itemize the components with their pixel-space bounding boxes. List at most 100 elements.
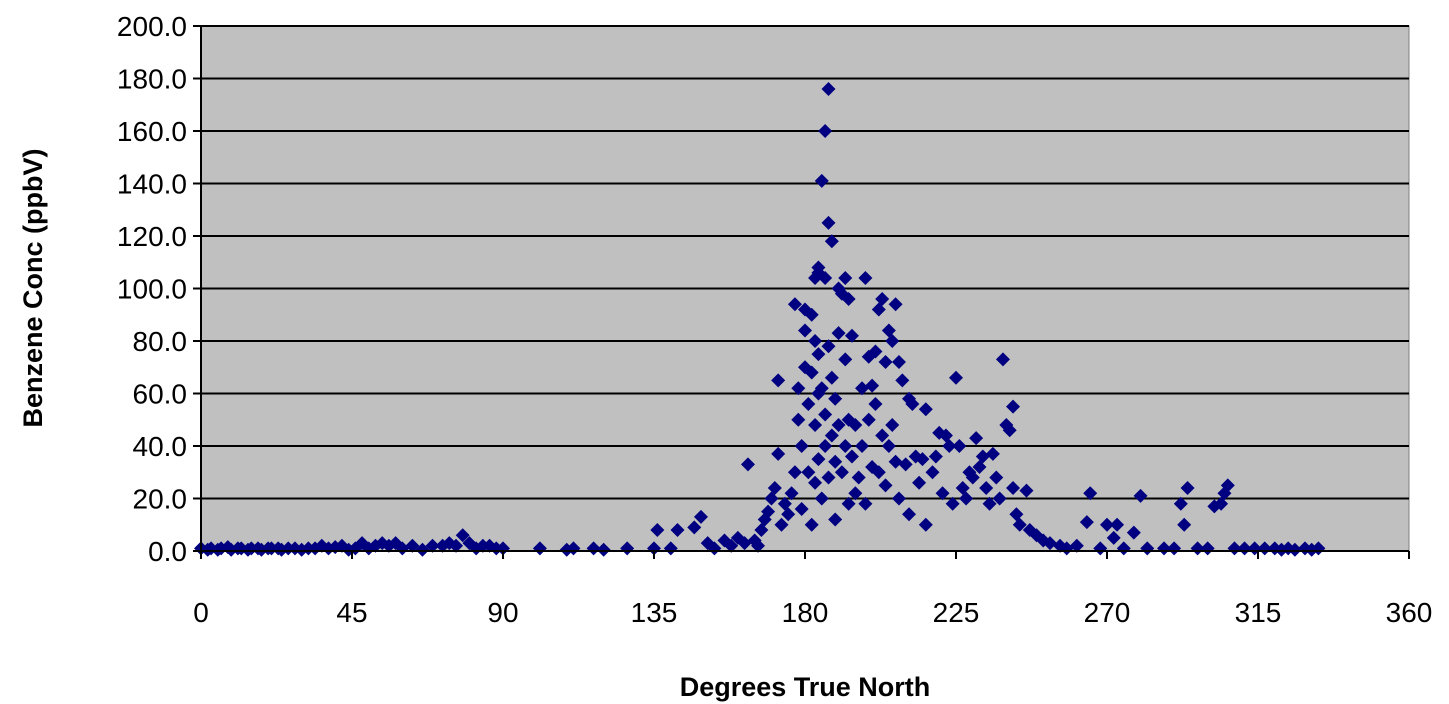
data-point [848,486,863,501]
data-point [801,465,816,480]
data-point [818,407,833,422]
data-point [855,381,870,396]
data-point [824,428,839,443]
data-point [902,507,917,522]
y-ticks: 0.0 20.0 40.0 60.0 80.0 100.0 120.0 140.0 160.0 1… [117,11,201,567]
data-point [808,475,823,490]
data-point [415,542,430,557]
data-point [754,523,769,537]
data-point [798,323,812,338]
data-point [791,381,806,396]
data-point [774,517,789,532]
x-tick-label-6: 270 [1084,597,1131,628]
data-point [995,352,1010,367]
data-point [1106,530,1121,545]
data-point [848,418,863,432]
data-point [1177,517,1192,532]
data-point [888,297,903,312]
x-tick-label-2: 90 [487,597,518,628]
data-point [858,271,873,285]
data-point [761,504,776,519]
data-point [771,373,786,388]
data-point [838,271,853,285]
data-point [818,271,833,285]
data-point [989,470,1004,485]
data-point [851,470,866,485]
data-point [1079,515,1094,530]
data-point [751,538,766,553]
data-point [942,439,957,453]
data-point [821,215,836,230]
data-point [888,454,903,469]
data-point [687,520,702,535]
data-point [1287,542,1302,557]
data-point [928,449,943,464]
data-point [1083,486,1098,501]
data-point [777,496,792,511]
data-point [918,402,933,417]
y-tick-label-7: 140.0 [117,169,187,200]
y-tick-label-2: 40.0 [133,431,188,462]
data-point [1069,538,1084,553]
data-point [814,173,829,188]
data-point [834,465,849,480]
data-point [455,528,470,543]
data-point [670,523,685,537]
y-tick-label-9: 180.0 [117,64,187,95]
data-point [891,491,906,506]
data-point [1110,517,1125,532]
data-point [938,428,953,443]
x-tick-label-0: 0 [193,597,209,628]
data-point [784,486,799,501]
data-point [949,370,963,385]
data-point [831,326,846,341]
data-point [781,507,796,522]
data-point [925,465,940,480]
data-point [821,339,836,354]
data-point [1019,483,1034,498]
data-point [1006,399,1021,414]
data-point [808,334,823,348]
data-point [885,418,900,432]
data-point [737,536,752,551]
data-point [821,470,836,485]
data-point [838,439,853,453]
data-point [979,481,994,495]
data-point [1006,481,1021,495]
data-point [771,446,786,461]
x-tick-label-8: 360 [1386,597,1433,628]
data-point [861,412,876,427]
data-point [1180,481,1195,495]
data-point [1009,507,1024,522]
data-point [844,449,859,464]
data-point [824,370,839,385]
data-point [787,465,802,480]
data-point [952,439,967,453]
data-point [885,334,900,348]
data-point [865,378,880,393]
data-points [194,82,1326,557]
data-point [828,454,843,469]
data-point [811,452,826,467]
data-point [878,478,893,493]
data-point [875,292,890,306]
x-tick-label-3: 135 [631,597,678,628]
x-axis-title: Degrees True North [680,672,931,702]
y-tick-label-0: 0.0 [148,536,187,567]
data-point [808,418,823,432]
data-point [425,538,440,553]
data-point [858,496,873,511]
data-point [804,517,819,532]
y-tick-label-1: 20.0 [133,484,188,515]
data-point [1133,488,1148,503]
data-point [955,481,970,495]
data-point [801,397,816,411]
data-point [945,496,960,511]
x-ticks: 0 45 90 135 180 225 270 315 360 [193,551,1432,628]
y-tick-label-6: 120.0 [117,221,187,252]
data-point [821,82,836,96]
data-point [791,412,806,427]
data-point [831,418,846,432]
data-point [449,538,464,553]
